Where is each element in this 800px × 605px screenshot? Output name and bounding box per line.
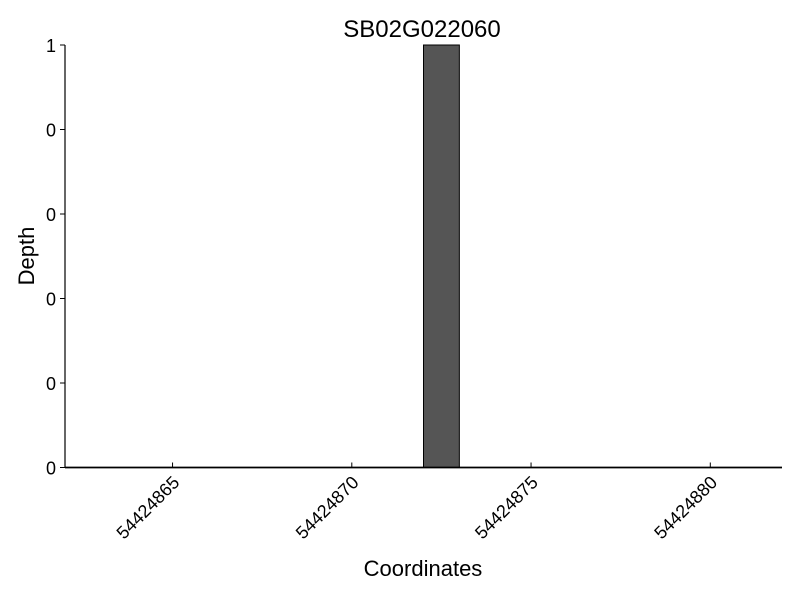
bar: [423, 44, 460, 468]
y-tick-label: 1: [46, 36, 56, 56]
chart-title: SB02G022060: [343, 16, 500, 43]
x-axis-label: Coordinates: [364, 556, 483, 581]
x-tick-label: 54424865: [113, 472, 184, 543]
y-tick-label: 0: [46, 290, 56, 310]
y-tick-label: 0: [46, 374, 56, 394]
x-tick-label: 54424870: [292, 472, 363, 543]
x-tick-label: 54424875: [471, 472, 542, 543]
y-tick-label: 0: [46, 459, 56, 479]
y-tick-label: 0: [46, 205, 56, 225]
y-axis-label: Depth: [14, 227, 39, 286]
y-tick-label: 0: [46, 121, 56, 141]
x-tick-label: 54424880: [650, 472, 721, 543]
